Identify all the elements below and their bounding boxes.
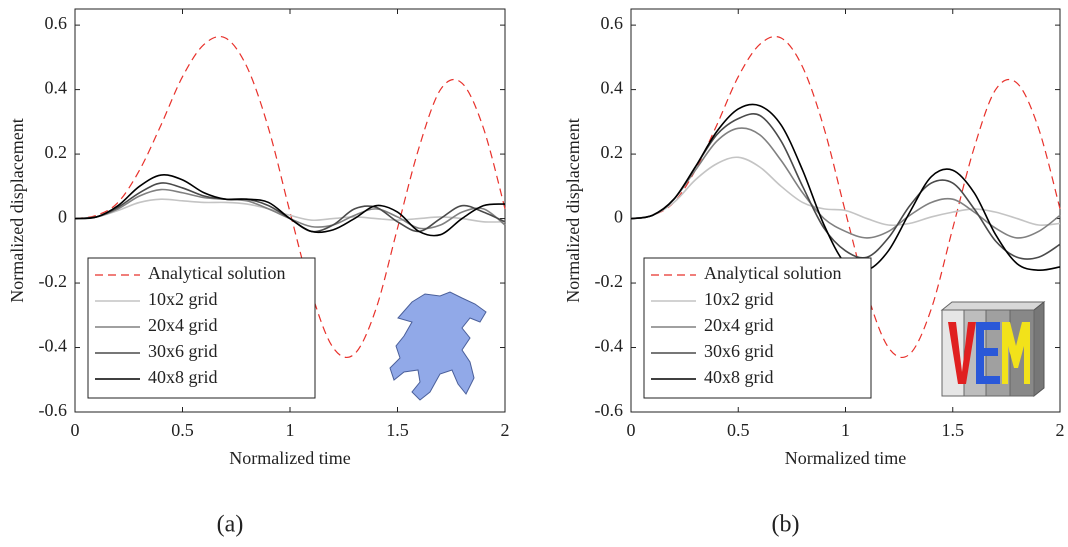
y-tick-label: 0.6 [601,13,624,33]
y-tick-label: 0.4 [45,78,68,98]
x-tick-label: 1.5 [942,420,965,440]
legend-label: 40x8 grid [148,367,218,387]
legend-label: 10x2 grid [148,289,218,309]
inset-letter [1002,322,1030,384]
y-tick-label: -0.6 [39,400,68,420]
x-tick-label: 0 [627,420,636,440]
legend-label: 30x6 grid [148,341,218,361]
legend-label: Analytical solution [148,263,285,283]
legend-label: 10x2 grid [704,289,774,309]
legend: Analytical solution 10x2 grid 20x4 grid 30x… [87,257,316,399]
x-tick-label: 1.5 [386,420,409,440]
caption: (b) [772,512,800,538]
x-axis-label: Normalized time [229,448,350,468]
inset-block-top [940,301,1046,311]
y-tick-label: 0.4 [601,78,624,98]
legend-label: Analytical solution [704,263,841,283]
y-tick-label: 0 [58,207,67,227]
series-line [74,174,506,237]
legend-label: 30x6 grid [704,341,774,361]
legend-label: 20x4 grid [148,315,218,335]
legend: Analytical solution 10x2 grid 20x4 grid 30x… [643,257,872,399]
y-tick-label: 0.2 [601,142,624,162]
x-tick-label: 1 [286,420,295,440]
inset-a [389,291,487,401]
series-line [74,198,506,223]
y-tick-label: -0.2 [595,271,624,291]
legend-label: 20x4 grid [704,315,774,335]
y-tick-label: -0.6 [595,400,624,420]
y-tick-label: -0.4 [595,336,624,356]
series-line [630,113,1061,260]
x-axis-label: Normalized time [785,448,906,468]
series-line [630,156,1061,227]
y-axis-label: Normalized displacement [563,118,583,302]
caption: (a) [217,512,244,538]
x-tick-label: 1 [841,420,850,440]
y-tick-label: -0.2 [39,271,68,291]
y-tick-label: 0 [614,207,623,227]
inset-letter [948,322,976,384]
series-line [74,188,506,230]
chart: 0 0.5 1 1.5 2 -0.6 -0.4 -0.2 0 0.2 0.4 0.6 Normalize… [7,8,510,538]
inset-b [940,300,1046,398]
inset-shape [389,291,487,401]
inset-letter [976,322,1000,384]
x-tick-label: 2 [1056,420,1065,440]
y-tick-label: 0.2 [45,142,68,162]
y-tick-label: -0.4 [39,336,68,356]
series-line [630,127,1061,239]
legend-box [87,257,316,399]
legend-label: 40x8 grid [704,367,774,387]
x-tick-label: 2 [501,420,510,440]
chart: 0 0.5 1 1.5 2 -0.6 -0.4 -0.2 0 0.2 0.4 0.6 Normalize… [563,8,1065,538]
x-tick-label: 0.5 [171,420,194,440]
legend-box [643,257,872,399]
x-tick-label: 0.5 [727,420,750,440]
inset-block-side [1033,300,1045,398]
y-axis-label: Normalized displacement [7,118,27,302]
series-line [630,103,1061,272]
series-line [74,35,506,359]
x-tick-label: 0 [71,420,80,440]
y-tick-label: 0.6 [45,13,68,33]
